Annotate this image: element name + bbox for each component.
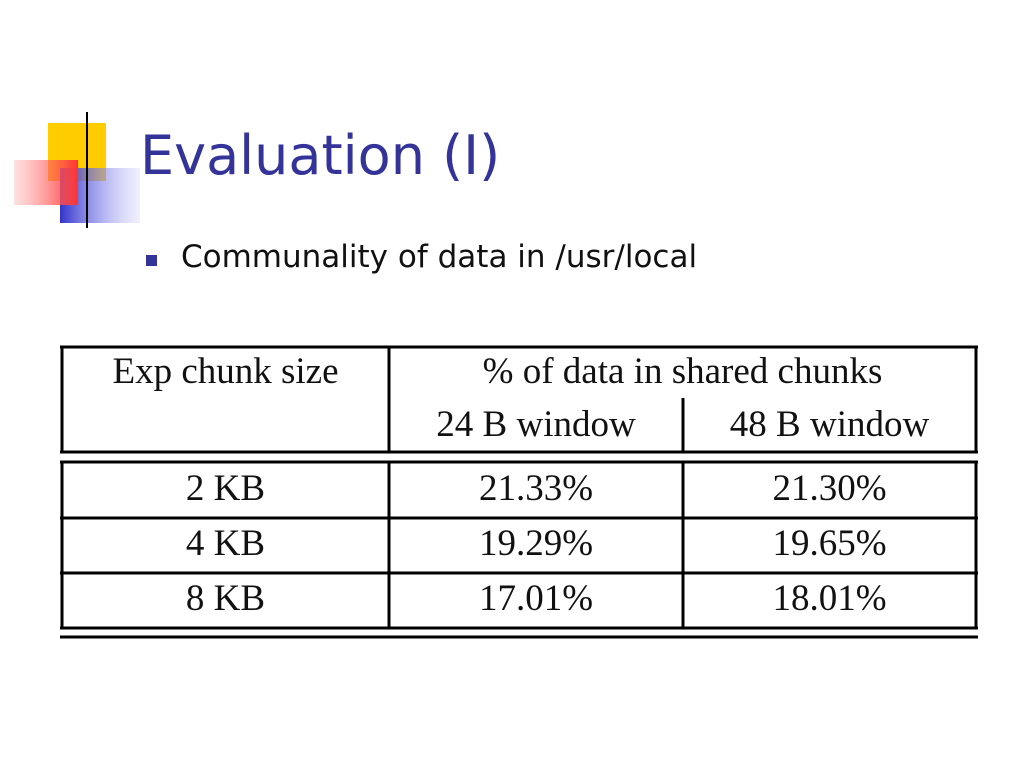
- subheader-cell: 24 B window: [436, 404, 636, 445]
- header-cell: % of data in shared chunks: [482, 351, 883, 392]
- logo-square: [14, 160, 78, 205]
- table-cell: 19.29%: [478, 523, 594, 564]
- table-cell: 17.01%: [478, 578, 594, 619]
- header-cell: Exp chunk size: [112, 351, 339, 392]
- table-cell: 2 KB: [185, 468, 266, 509]
- table-cell: 8 KB: [185, 578, 266, 619]
- table-cell: 4 KB: [185, 523, 266, 564]
- table-cell: 18.01%: [772, 578, 887, 619]
- table-cell: 19.65%: [772, 523, 887, 564]
- bullet: [146, 255, 157, 266]
- table-lines: [60, 345, 978, 639]
- slide-title: Evaluation (I): [140, 124, 501, 187]
- bullet-text: Communality of data in /usr/local: [181, 239, 698, 275]
- table-cell: 21.33%: [478, 468, 594, 509]
- subheader-cell: 48 B window: [729, 404, 930, 445]
- table-cell: 21.30%: [772, 468, 887, 509]
